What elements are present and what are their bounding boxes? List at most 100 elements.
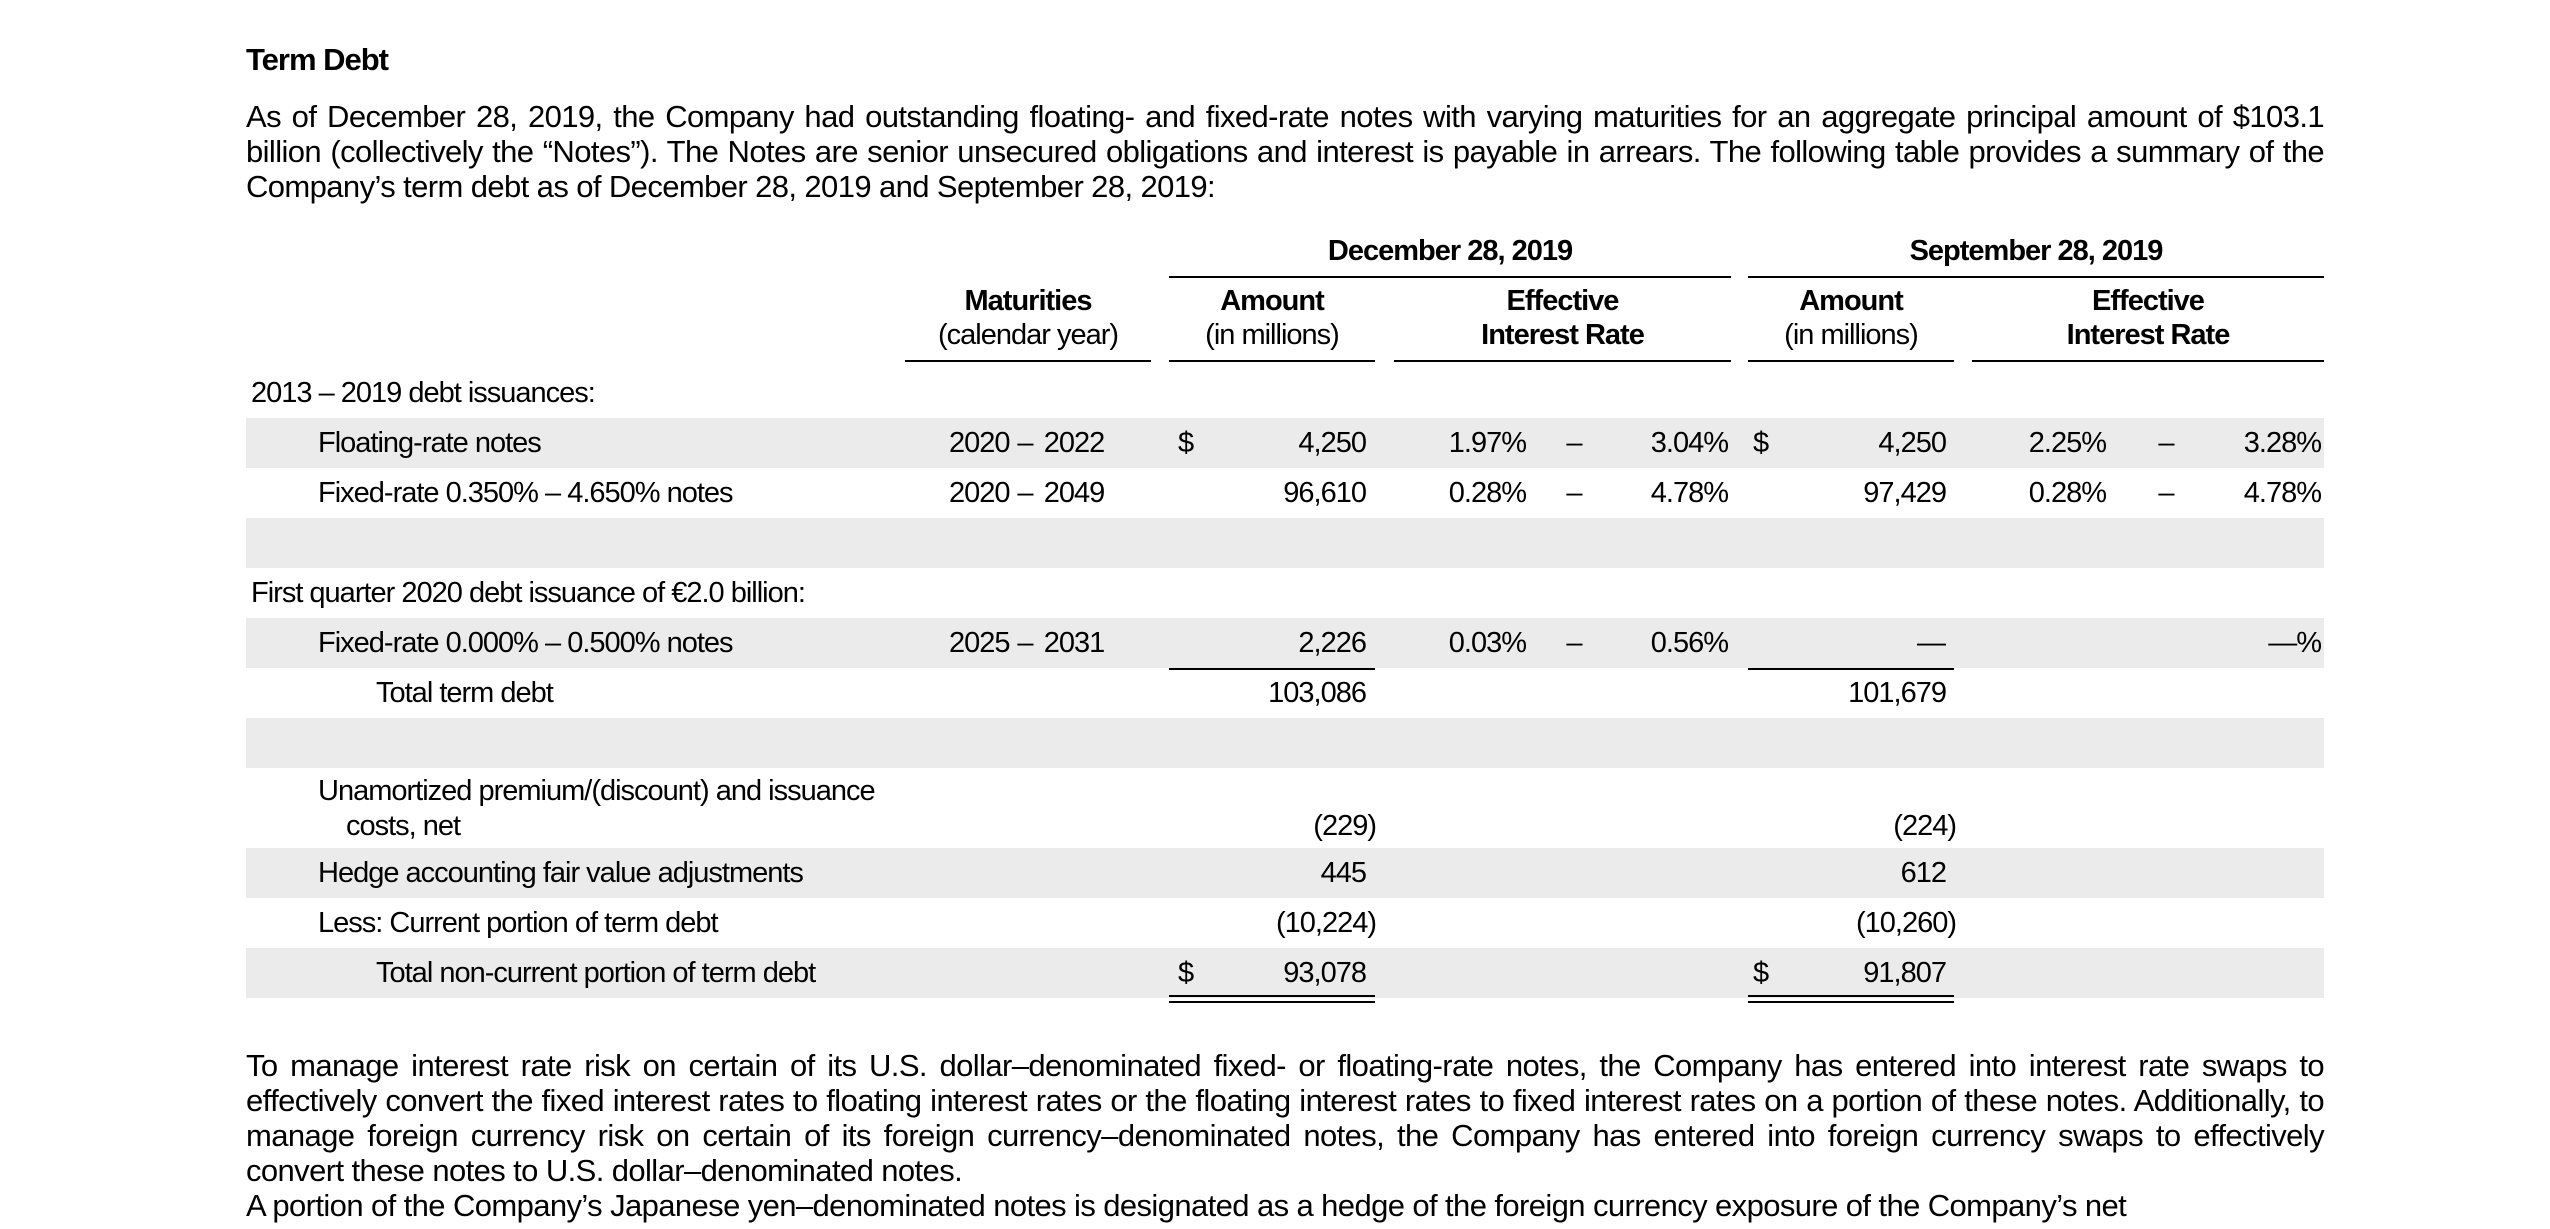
section-row-2013-2019: 2013 – 2019 debt issuances: <box>246 368 2324 418</box>
amount-sep: (224) <box>1893 810 1957 842</box>
rate-high-dec: 0.56% <box>1650 627 1729 659</box>
table-row-fixed-rate-2013: Fixed-rate 0.350% – 4.650% notes 2020 – … <box>246 468 2324 518</box>
row-label: Total non-current portion of term debt <box>376 957 816 989</box>
col-amount-line1: Amount <box>1799 285 1904 317</box>
table-row-total-term-debt: Total term debt 103,086 101,679 <box>246 668 2324 718</box>
rate-high-sep: 4.78% <box>2243 477 2322 509</box>
maturity-dash: – <box>1017 427 1033 459</box>
col-amount-line1: Amount <box>1220 285 1325 317</box>
maturity-to: 2049 <box>1043 477 1106 509</box>
period-header-dec: December 28, 2019 <box>1327 235 1573 267</box>
table-row-floating-rate: Floating-rate notes 2020 – 2022 $ 4,250 … <box>246 418 2324 468</box>
amount-dec: (10,224) <box>1275 907 1377 939</box>
rate-dash-dec: – <box>1566 477 1582 509</box>
rate-dash-dec: – <box>1566 627 1582 659</box>
amount-sep: 4,250 <box>1878 427 1947 459</box>
col-header-maturities: Maturities (calendar year) <box>905 284 1151 352</box>
rate-low-sep: 0.28% <box>2028 477 2107 509</box>
dollar-sign-sep: $ <box>1753 427 1769 459</box>
section-label: 2013 – 2019 debt issuances: <box>251 377 596 409</box>
rate-low-sep: 2.25% <box>2028 427 2107 459</box>
col-rate-line2: Interest Rate <box>2066 319 2231 351</box>
amount-dec: 93,078 <box>1283 957 1367 989</box>
period-header-sep: September 28, 2019 <box>1909 235 2164 267</box>
col-rule-amount-dec <box>1169 360 1375 362</box>
double-underline-sep <box>1748 995 1954 1003</box>
col-rate-line1: Effective <box>2092 285 2205 317</box>
row-label: Fixed-rate 0.000% – 0.500% notes <box>318 627 734 659</box>
rate-high-sep: 3.28% <box>2243 427 2322 459</box>
section-heading: Term Debt <box>246 42 389 77</box>
row-label: Total term debt <box>376 677 554 709</box>
rate-sep: —% <box>2268 627 2322 659</box>
table-row-spacer <box>246 518 2324 568</box>
col-rule-amount-sep <box>1748 360 1954 362</box>
dollar-sign-dec: $ <box>1178 957 1194 989</box>
amount-sep: (10,260) <box>1855 907 1957 939</box>
section-row-2020: First quarter 2020 debt issuance of €2.0… <box>246 568 2324 618</box>
period-rule-sep <box>1748 276 2324 278</box>
table-row-hedge: Hedge accounting fair value adjustments … <box>246 848 2324 898</box>
maturity-from: 2025 <box>949 627 1011 659</box>
col-maturities-line1: Maturities <box>964 285 1093 317</box>
dollar-sign-sep: $ <box>1753 957 1769 989</box>
col-amount-line2: (in millions) <box>1784 319 1919 351</box>
row-label: Hedge accounting fair value adjustments <box>318 857 804 889</box>
table-row-non-current: Total non-current portion of term debt $… <box>246 948 2324 998</box>
amount-sep: 97,429 <box>1863 477 1947 509</box>
subtotal-rule-dec <box>1169 668 1375 670</box>
col-header-amount-dec: Amount (in millions) <box>1169 284 1375 352</box>
amount-sep: — <box>1917 627 1946 659</box>
dollar-sign-dec: $ <box>1178 427 1194 459</box>
double-underline-dec <box>1169 995 1375 1003</box>
row-label: Floating-rate notes <box>318 427 542 459</box>
col-rate-line1: Effective <box>1506 285 1620 317</box>
maturity-from: 2020 <box>949 477 1011 509</box>
amount-dec: 96,610 <box>1283 477 1367 509</box>
row-label: Fixed-rate 0.350% – 4.650% notes <box>318 477 734 509</box>
col-header-amount-sep: Amount (in millions) <box>1748 284 1954 352</box>
period-rule-dec <box>1169 276 1731 278</box>
maturity-to: 2022 <box>1043 427 1106 459</box>
amount-dec: 4,250 <box>1298 427 1367 459</box>
table-row-current-portion: Less: Current portion of term debt (10,2… <box>246 898 2324 948</box>
intro-paragraph: As of December 28, 2019, the Company had… <box>246 99 2325 204</box>
maturity-from: 2020 <box>949 427 1011 459</box>
maturity-to: 2031 <box>1043 627 1106 659</box>
rate-dash-dec: – <box>1566 427 1582 459</box>
maturity-dash: – <box>1017 477 1033 509</box>
amount-dec: 445 <box>1320 857 1367 889</box>
table-row-spacer <box>246 718 2324 768</box>
row-label-line1: Unamortized premium/(discount) and issua… <box>318 775 876 807</box>
amount-sep: 612 <box>1900 857 1947 889</box>
amount-sep: 101,679 <box>1848 677 1947 709</box>
rate-dash-sep: – <box>2158 427 2174 459</box>
col-rate-line2: Interest Rate <box>1481 319 1645 351</box>
col-rule-rate-sep <box>1972 360 2324 362</box>
amount-dec: 103,086 <box>1268 677 1367 709</box>
table-row-fixed-rate-2020: Fixed-rate 0.000% – 0.500% notes 2025 – … <box>246 618 2324 668</box>
row-label: Less: Current portion of term debt <box>318 907 719 939</box>
rate-high-dec: 4.78% <box>1650 477 1729 509</box>
amount-sep: 91,807 <box>1863 957 1947 989</box>
rate-dash-sep: – <box>2158 477 2174 509</box>
col-amount-line2: (in millions) <box>1205 319 1340 351</box>
rate-low-dec: 0.28% <box>1448 477 1527 509</box>
subtotal-rule-sep <box>1748 668 1954 670</box>
col-rule-rate-dec <box>1394 360 1731 362</box>
maturity-dash: – <box>1017 627 1033 659</box>
amount-dec: (229) <box>1313 810 1377 842</box>
col-maturities-line2: (calendar year) <box>937 319 1119 351</box>
table-row-unamortized: Unamortized premium/(discount) and issua… <box>246 768 2324 848</box>
rate-low-dec: 1.97% <box>1448 427 1527 459</box>
col-rule-maturities <box>905 360 1151 362</box>
swap-paragraph: To manage interest rate risk on certain … <box>246 1048 2325 1188</box>
amount-dec: 2,226 <box>1298 627 1367 659</box>
cut-off-paragraph: A portion of the Company’s Japanese yen–… <box>246 1188 2127 1223</box>
section-label: First quarter 2020 debt issuance of €2.0… <box>251 577 806 609</box>
rate-low-dec: 0.03% <box>1448 627 1527 659</box>
col-header-rate-sep: Effective Interest Rate <box>1972 284 2324 352</box>
rate-high-dec: 3.04% <box>1650 427 1729 459</box>
col-header-rate-dec: Effective Interest Rate <box>1394 284 1731 352</box>
row-label-line2: costs, net <box>346 810 461 842</box>
